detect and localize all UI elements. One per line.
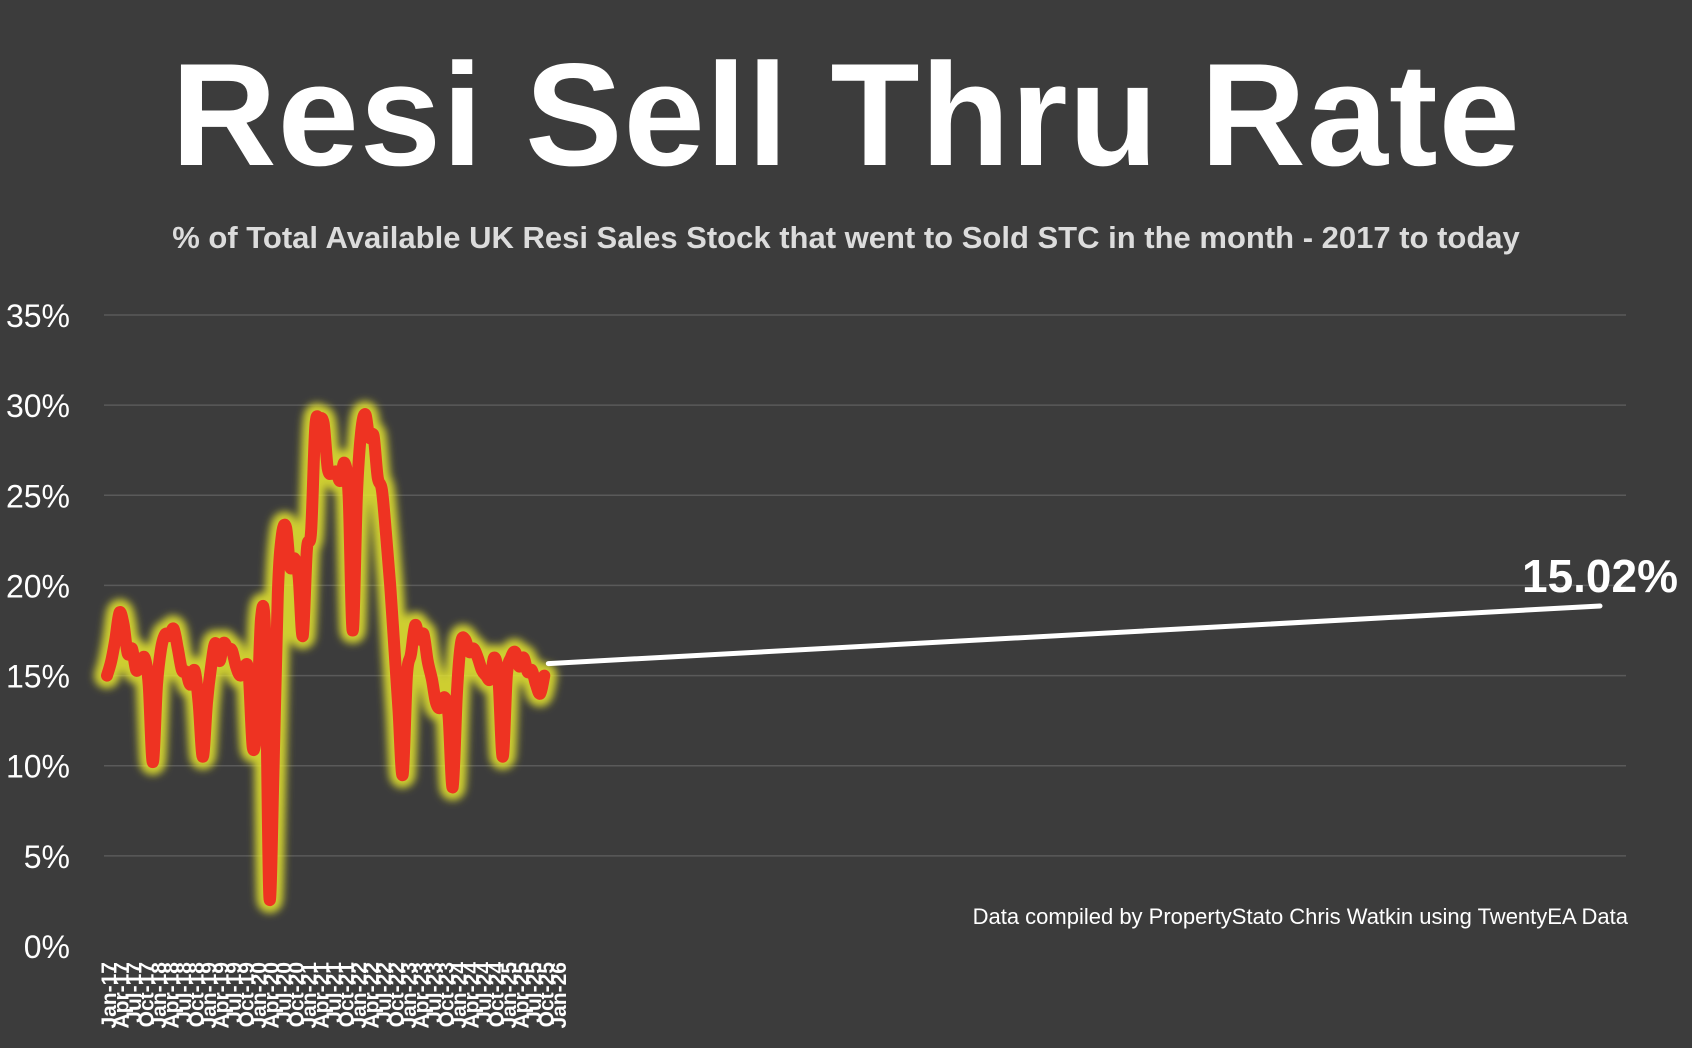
y-tick-label: 35% [6,298,70,334]
x-tick-label: Jul-22 [373,962,396,1023]
x-tick-label: Jul-20 [273,962,296,1023]
x-tick-label: Jul-23 [423,962,446,1023]
x-tick-label: Jul-17 [123,962,146,1023]
x-tick-label: Jan-23 [398,962,421,1029]
x-tick-label: Jul-18 [173,962,196,1023]
x-tick-label: Jul-25 [523,962,546,1023]
x-tick-label: Jan-18 [148,962,171,1029]
x-tick-label: Oct-25 [535,962,558,1028]
x-tick-label: Jan-21 [298,962,321,1029]
x-tick-label: Jul-21 [323,962,346,1023]
y-tick-label: 25% [6,478,70,514]
y-tick-label: 30% [6,388,70,424]
x-tick-label: Jan-25 [498,962,521,1029]
x-tick-label: Jan-22 [348,962,371,1029]
x-tick-label: Apr-21 [310,962,333,1029]
gridlines [104,314,1626,857]
x-tick-label: Apr-19 [210,962,233,1029]
x-tick-label: Oct-18 [185,962,208,1028]
x-tick-label: Apr-18 [160,962,183,1029]
annotation-layer: 15.02% [545,550,1678,667]
x-tick-label: Apr-24 [460,962,483,1029]
y-tick-label: 5% [24,839,70,875]
x-tick-label: Oct-17 [135,962,158,1027]
y-axis-tick-labels: 0% 5% 10% 15% 20% 25% 30% 35% [6,298,70,965]
x-tick-label: Jan-19 [198,962,221,1029]
x-tick-label: Jan-17 [98,962,121,1029]
x-tick-label: Jul-24 [473,962,496,1023]
x-tick-label: Jan-24 [448,962,471,1029]
x-tick-label: Oct-20 [285,962,308,1027]
x-tick-label: Apr-25 [510,962,533,1029]
x-tick-label: Oct-24 [485,962,508,1028]
x-tick-label: Apr-23 [410,962,433,1029]
x-tick-label: Apr-17 [110,962,133,1029]
x-tick-label: Jul-19 [223,962,246,1023]
x-tick-label: Oct-23 [435,962,458,1027]
source-note: Data compiled by PropertyStato Chris Wat… [973,904,1629,929]
series-line [101,408,551,906]
y-tick-label: 10% [6,749,70,785]
y-tick-label: 20% [6,568,70,604]
x-tick-label: Oct-19 [235,962,258,1027]
annotation-pointer [545,603,1603,667]
x-tick-label: Apr-22 [360,962,383,1029]
x-tick-label: Oct-21 [335,962,358,1028]
chart-title: Resi Sell Thru Rate [171,33,1521,196]
x-tick-label: Apr-20 [260,962,283,1029]
y-tick-label: 0% [24,929,70,965]
x-tick-label: Oct-22 [385,962,408,1027]
x-tick-label: Jan-20 [248,962,271,1029]
x-axis-tick-labels: Jan-17Apr-17Jul-17Oct-17Jan-18Apr-18Jul-… [98,962,571,1029]
y-tick-label: 15% [6,659,70,695]
x-tick-label: Jan-26 [548,962,571,1029]
series-layer [94,401,558,913]
latest-value-annotation: 15.02% [1522,550,1678,602]
chart-subtitle: % of Total Available UK Resi Sales Stock… [172,220,1520,255]
